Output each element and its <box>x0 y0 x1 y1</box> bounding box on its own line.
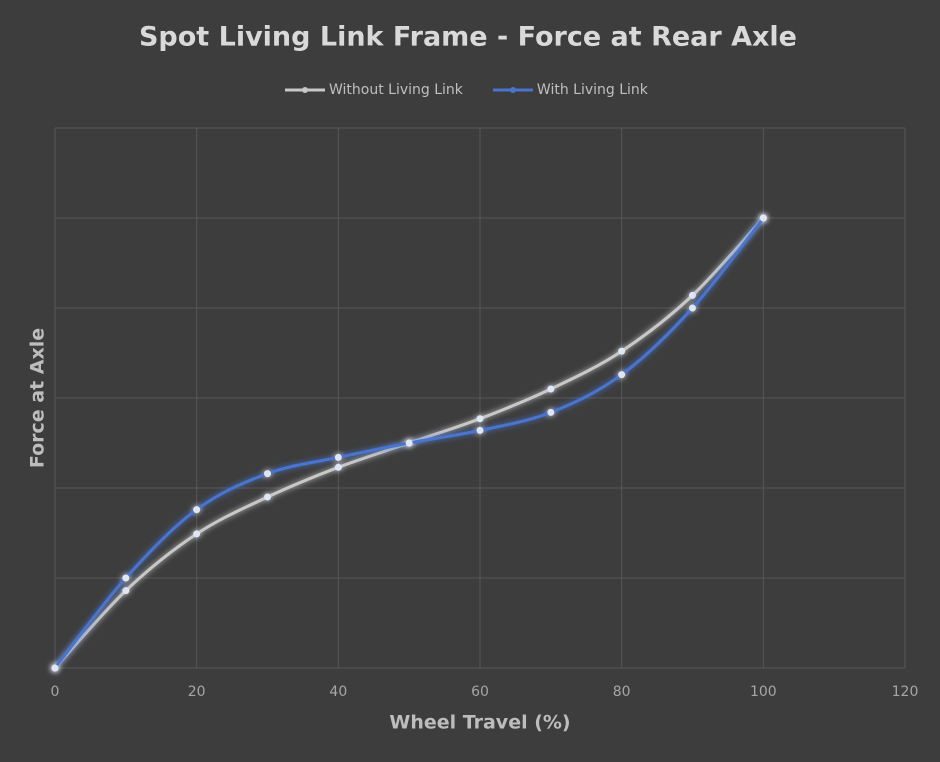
data-point <box>547 408 555 416</box>
data-point <box>51 664 59 672</box>
legend-marker <box>509 87 516 93</box>
data-point <box>689 291 696 299</box>
data-point <box>476 426 484 434</box>
data-point <box>618 371 626 379</box>
x-tick-label: 60 <box>471 684 489 700</box>
data-point <box>264 470 271 478</box>
x-tick-label: 100 <box>750 684 777 700</box>
x-axis-title: Wheel Travel (%) <box>389 712 570 734</box>
legend-label: With Living Link <box>537 82 649 98</box>
data-point <box>264 493 271 501</box>
data-point <box>193 530 201 538</box>
data-point <box>689 304 696 312</box>
data-point <box>476 415 484 423</box>
data-point <box>334 463 342 471</box>
data-point <box>618 347 626 355</box>
chart-title: Spot Living Link Frame - Force at Rear A… <box>139 22 797 53</box>
x-tick-label: 0 <box>51 684 60 700</box>
data-point <box>547 385 555 393</box>
data-point <box>122 574 130 582</box>
x-tick-label: 20 <box>188 684 206 700</box>
series <box>51 214 767 672</box>
x-tick-label: 40 <box>329 684 347 700</box>
x-tick-label: 80 <box>613 684 631 700</box>
data-point <box>122 587 130 595</box>
data-point <box>334 453 342 461</box>
data-point <box>759 214 767 222</box>
legend-marker <box>302 87 308 93</box>
x-tick-label: 120 <box>892 684 919 700</box>
data-point <box>405 439 413 447</box>
data-point <box>193 506 201 514</box>
y-axis-title: Force at Axle <box>27 328 49 468</box>
legend-label: Without Living Link <box>329 82 464 98</box>
